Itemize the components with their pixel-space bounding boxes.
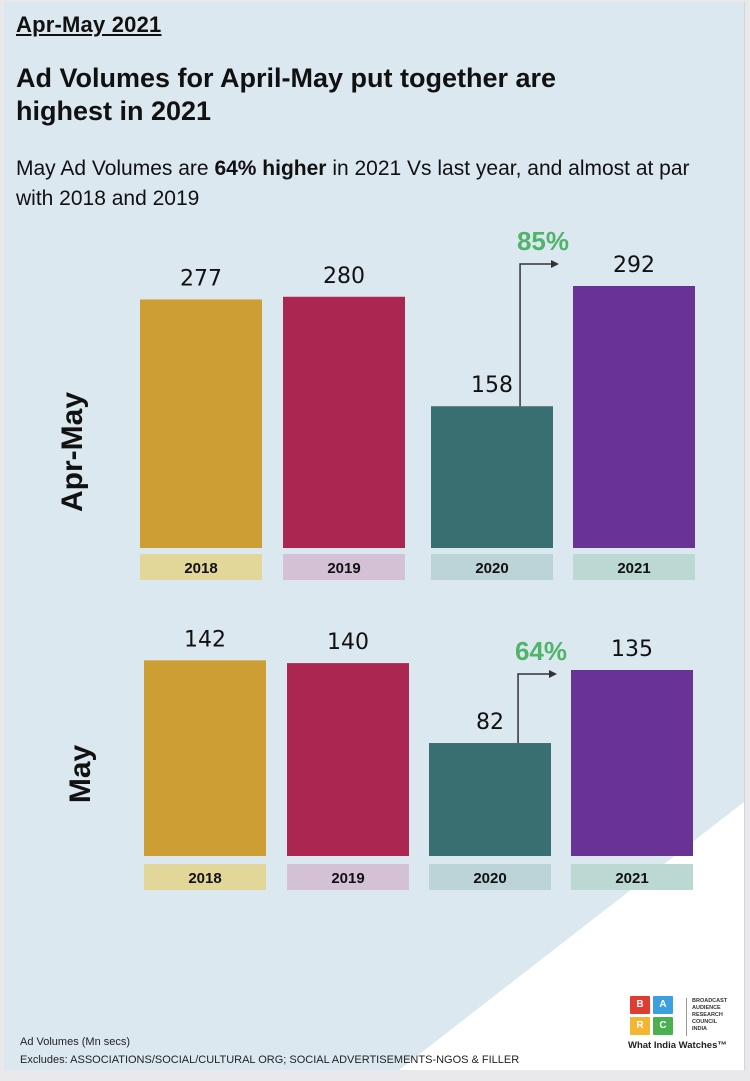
bar-2021 <box>571 670 693 856</box>
bar-2018 <box>140 299 262 548</box>
subhead-highlight: 64% higher <box>214 157 327 180</box>
year-label-bg <box>571 864 693 890</box>
year-label: 2021 <box>615 870 648 887</box>
growth-arrow-head <box>549 670 557 678</box>
bar-2021 <box>573 286 695 548</box>
year-label-bg <box>573 554 695 580</box>
bar-2020 <box>431 406 553 548</box>
logo-tile: B <box>630 996 650 1014</box>
logo-name-line: RESEARCH <box>692 1012 723 1018</box>
year-label: 2019 <box>331 870 364 887</box>
logo-org-name: BROADCAST AUDIENCE RESEARCH COUNCIL INDIA <box>686 998 727 1036</box>
value-label: 142 <box>184 627 226 652</box>
group-label: Apr-May <box>56 392 89 512</box>
growth-arrow-head <box>551 260 559 268</box>
units-note: Ad Volumes (Mn secs) <box>20 1036 131 1048</box>
year-label-bg <box>429 864 551 890</box>
logo-tile: C <box>653 1017 673 1035</box>
year-label: 2019 <box>327 560 360 577</box>
headline: Ad Volumes for April-May put together ar… <box>16 63 557 126</box>
logo-name-line: AUDIENCE <box>692 1005 721 1011</box>
logo-tile: A <box>653 996 673 1014</box>
bar-2018 <box>144 660 266 856</box>
subhead-text-rest: in 2021 Vs last year, and almost at par … <box>16 157 690 210</box>
growth-arrow-line <box>519 263 551 407</box>
growth-arrow-line <box>517 673 549 744</box>
growth-percentage: 64% <box>515 636 567 666</box>
barc-logo: B A R C BROADCAST AUDIENCE RESEARCH COUNCIL… <box>628 994 744 1056</box>
value-label: 292 <box>613 253 655 278</box>
year-label-bg <box>283 554 405 580</box>
year-label: 2020 <box>475 560 508 577</box>
logo-name-line: INDIA <box>692 1026 707 1032</box>
value-label: 140 <box>327 630 369 655</box>
value-label: 280 <box>323 264 365 289</box>
year-label-bg <box>140 554 262 580</box>
infographic-card: Apr-May 2021 Ad Volumes for April-May pu… <box>4 2 745 1070</box>
group-label: May <box>64 745 97 804</box>
value-label: 158 <box>471 373 513 398</box>
subheadline: May Ad Volumes are 64% higher in 2021 Vs… <box>16 154 716 214</box>
value-label: 277 <box>180 266 222 291</box>
excludes-note: Excludes: ASSOCIATIONS/SOCIAL/CULTURAL O… <box>20 1054 520 1066</box>
subhead-text: May Ad Volumes are <box>16 157 215 180</box>
logo-name-line: COUNCIL <box>692 1019 718 1025</box>
year-label: 2021 <box>617 560 650 577</box>
year-label: 2020 <box>473 870 506 887</box>
logo-tagline: What India Watches™ <box>628 1040 727 1051</box>
logo-tile: R <box>630 1017 650 1035</box>
year-label: 2018 <box>188 870 221 887</box>
bar-charts: Apr-May 277 2018 280 2019 158 2020 292 2021 85% Ma… <box>56 226 695 890</box>
year-label: 2018 <box>184 560 217 577</box>
year-label-bg <box>144 864 266 890</box>
logo-name-line: BROADCAST <box>692 998 728 1004</box>
bar-2019 <box>283 296 405 548</box>
year-label-bg <box>287 864 409 890</box>
growth-percentage: 85% <box>517 226 569 256</box>
year-label-bg <box>431 554 553 580</box>
period-title: Apr-May 2021 <box>16 12 162 37</box>
value-label: 82 <box>476 710 504 735</box>
bar-2020 <box>429 743 551 856</box>
value-label: 135 <box>611 637 653 662</box>
bar-2019 <box>287 663 409 856</box>
